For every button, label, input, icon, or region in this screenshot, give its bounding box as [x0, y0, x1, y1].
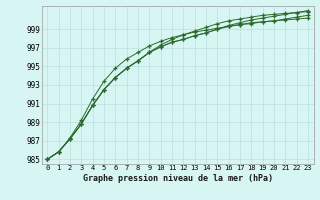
X-axis label: Graphe pression niveau de la mer (hPa): Graphe pression niveau de la mer (hPa)	[83, 174, 273, 183]
